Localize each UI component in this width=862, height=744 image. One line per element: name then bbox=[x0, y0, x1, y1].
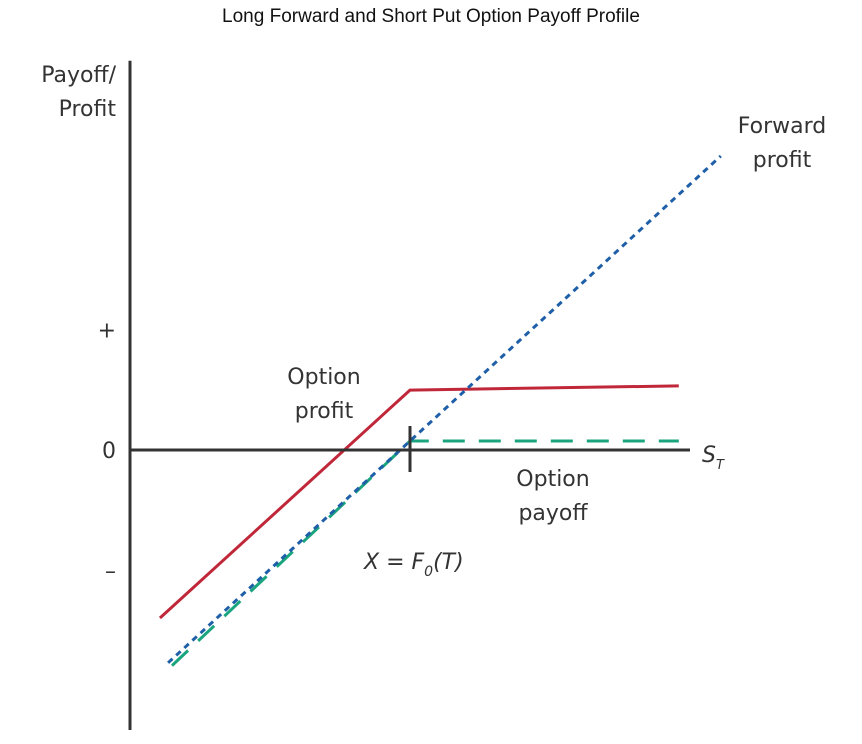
option-profit-line bbox=[158, 384, 679, 620]
forward-profit-label-line2: profit bbox=[753, 148, 812, 173]
y-tick-label: + bbox=[98, 319, 116, 344]
x-axis-label: ST bbox=[702, 443, 725, 473]
strike-label: X = F0(T) bbox=[363, 550, 464, 580]
option-payoff-line bbox=[170, 439, 679, 667]
y-tick-label: – bbox=[105, 559, 116, 584]
option-profit-label-line1: Option bbox=[287, 365, 360, 390]
option-profit-label-line2: profit bbox=[295, 399, 354, 424]
chart-title: Long Forward and Short Put Option Payoff… bbox=[222, 6, 640, 27]
y-axis-label-line2: Profit bbox=[59, 97, 117, 122]
option-payoff-label-line2: payoff bbox=[518, 501, 588, 526]
forward-profit-label-line1: Forward bbox=[738, 114, 826, 139]
y-tick-label: 0 bbox=[102, 439, 116, 464]
y-axis-label-line1: Payoff/ bbox=[41, 63, 116, 88]
forward-profit-line bbox=[167, 154, 722, 664]
option-payoff-label-line1: Option bbox=[516, 467, 589, 492]
